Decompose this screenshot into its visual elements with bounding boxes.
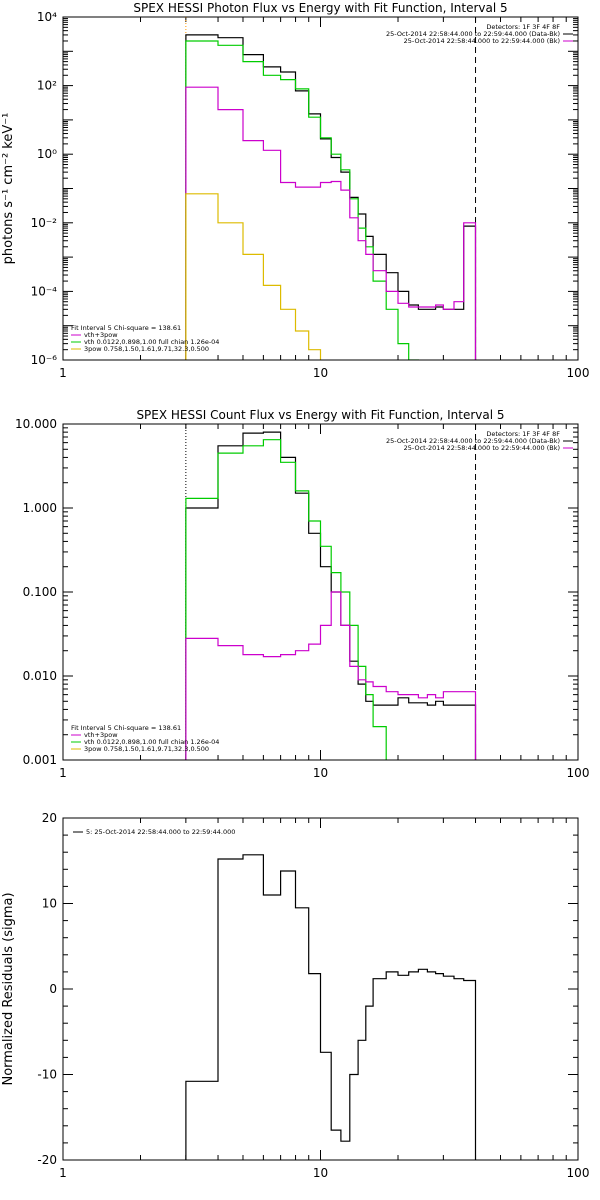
residuals-panel: Normalized Residuals (sigma)1 10 100-20-10… <box>1 811 589 1180</box>
series-2-histogram <box>185 591 477 760</box>
legend-text: 25-Oct-2014 22:58:44.000 to 22:59:44.000… <box>386 437 560 445</box>
plot-frame <box>62 16 579 361</box>
y-tick-label: 20 <box>42 811 57 825</box>
x-tick-label: 10 <box>313 766 328 780</box>
legend-text: vth 0.0122,0.898,1.00 full chian 1.26e-0… <box>84 738 219 746</box>
y-tick-label: 10⁰ <box>37 147 57 161</box>
legend-text: 5: 25-Oct-2014 22:58:44.000 to 22:59:44.… <box>86 828 235 836</box>
y-tick-label: 1.000 <box>23 501 57 515</box>
plot-frame <box>62 817 579 1161</box>
series-1-histogram <box>185 40 419 360</box>
series-0-histogram <box>185 431 477 760</box>
x-tick-label: 1 <box>59 766 67 780</box>
legend-text: Detectors: 1F 3F 4F 8F <box>486 430 560 438</box>
y-tick-label: 10⁴ <box>37 10 57 24</box>
y-tick-label: -20 <box>37 1153 57 1167</box>
plot-frame <box>62 423 579 761</box>
legend-text: vth+3pow <box>84 331 118 339</box>
y-tick-label: 10⁻² <box>31 216 58 230</box>
series-3-histogram <box>185 193 322 360</box>
legend-text: vth+3pow <box>84 731 118 739</box>
x-tick-label: 100 <box>567 366 590 380</box>
legend-text: 3pow 0.758,1.50,1.61,9.71,32.3,0.500 <box>84 745 209 753</box>
y-tick-label: 0.010 <box>23 669 57 683</box>
series-0-histogram <box>185 854 477 1160</box>
y-tick-label: 0.001 <box>23 753 57 767</box>
x-tick-label: 10 <box>313 1166 328 1180</box>
chart-title: SPEX HESSI Photon Flux vs Energy with Fi… <box>133 1 507 15</box>
x-tick-label: 1 <box>59 1166 67 1180</box>
y-axis-label: photons s⁻¹ cm⁻² keV⁻¹ <box>1 113 16 265</box>
y-tick-label: 10⁻⁴ <box>31 284 58 298</box>
y-tick-label: 10.000 <box>15 417 57 431</box>
legend-text: Fit Interval 5 Chi-square = 138.61 <box>71 324 181 332</box>
y-tick-label: 10² <box>37 79 57 93</box>
photon-flux-panel: SPEX HESSI Photon Flux vs Energy with Fi… <box>1 1 590 380</box>
legend-text: 25-Oct-2014 22:58:44.000 to 22:59:44.000… <box>404 444 560 452</box>
legend-text: 25-Oct-2014 22:58:44.000 to 22:59:44.000… <box>386 30 560 38</box>
count-flux-panel: SPEX HESSI Count Flux vs Energy with Fit… <box>15 408 590 780</box>
legend-text: 25-Oct-2014 22:58:44.000 to 22:59:44.000… <box>404 37 560 45</box>
legend-text: vth 0.0122,0.898,1.00 full chian 1.26e-0… <box>84 338 219 346</box>
series-0-histogram <box>185 34 477 360</box>
legend-text: Detectors: 1F 3F 4F 8F <box>486 23 560 31</box>
series-1-histogram <box>185 439 387 760</box>
y-tick-label: 10⁻⁶ <box>31 353 58 367</box>
y-tick-label: 10 <box>42 897 57 911</box>
legend-text: Fit Interval 5 Chi-square = 138.61 <box>71 724 181 732</box>
x-tick-label: 1 <box>59 366 67 380</box>
chart-title: SPEX HESSI Count Flux vs Energy with Fit… <box>136 408 504 422</box>
x-tick-label: 10 <box>313 366 328 380</box>
series-2-histogram <box>185 86 477 360</box>
x-tick-label: 100 <box>567 766 590 780</box>
y-tick-label: -10 <box>37 1068 57 1082</box>
x-tick-label: 100 <box>567 1166 590 1180</box>
y-axis-label: Normalized Residuals (sigma) <box>1 892 16 1085</box>
y-tick-label: 0 <box>49 982 57 996</box>
legend-text: 3pow 0.758,1.50,1.61,9.71,32.3,0.500 <box>84 345 209 353</box>
y-tick-label: 0.100 <box>23 585 57 599</box>
